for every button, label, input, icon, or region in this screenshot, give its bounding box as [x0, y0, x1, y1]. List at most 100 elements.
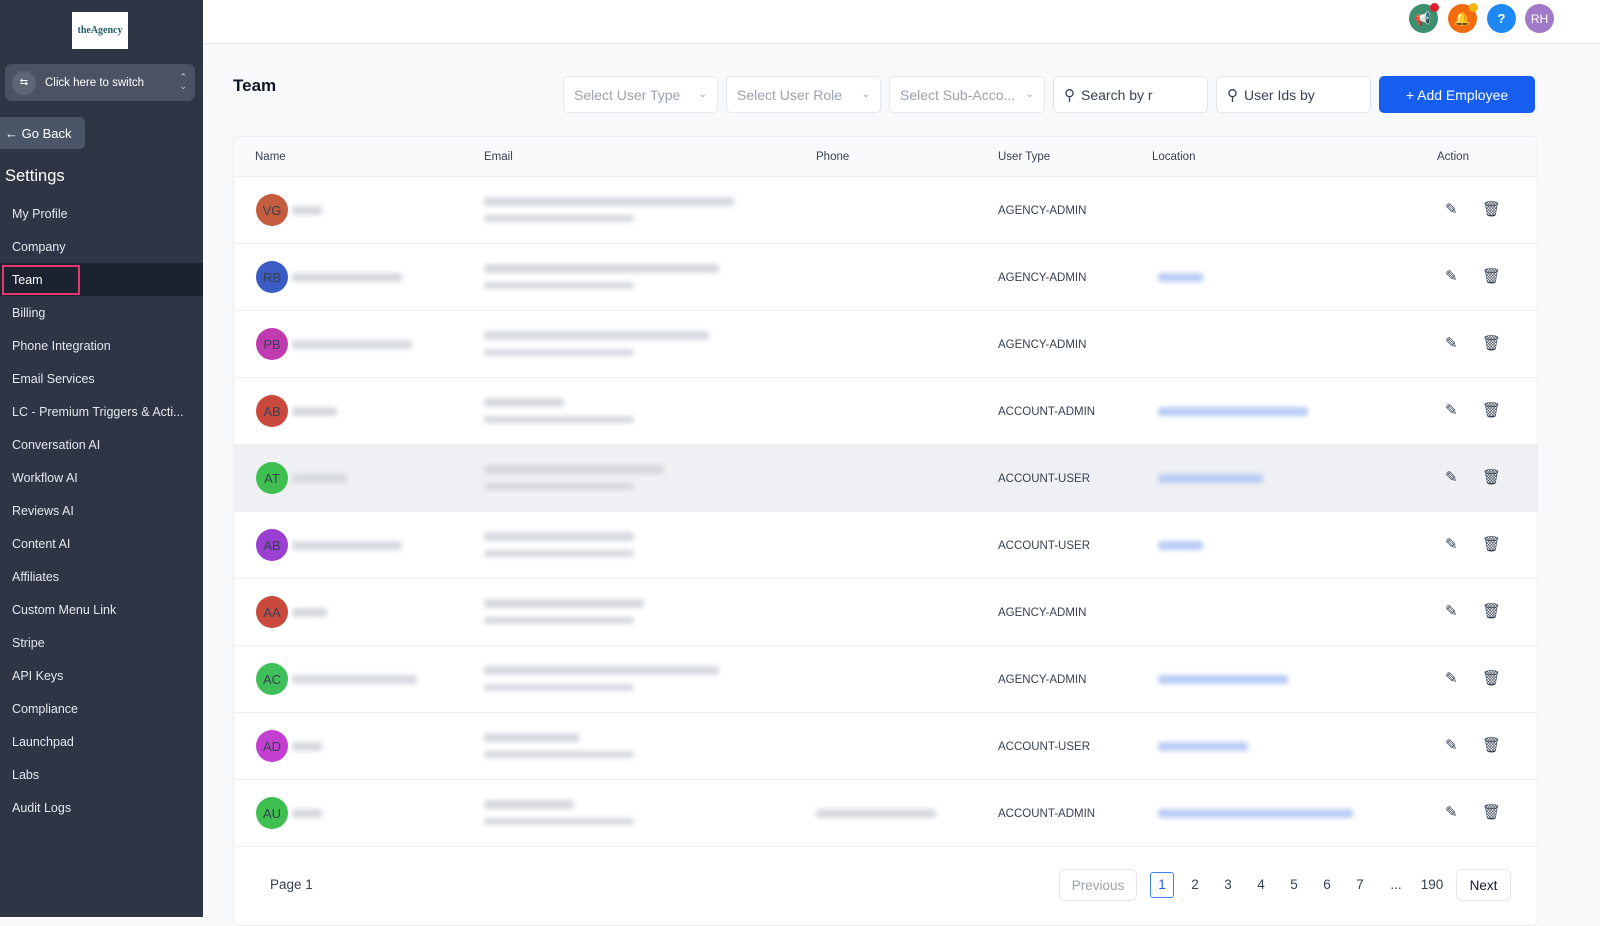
- team-table: Name Email Phone User Type Location Acti…: [233, 136, 1538, 926]
- sidebar-item-phone-integration[interactable]: Phone Integration: [0, 329, 203, 362]
- sidebar-item-stripe[interactable]: Stripe: [0, 626, 203, 659]
- sidebar-item-label: API Keys: [12, 668, 64, 683]
- previous-button[interactable]: Previous: [1059, 869, 1137, 901]
- page-2[interactable]: 2: [1191, 877, 1199, 892]
- sidebar-item-labs[interactable]: Labs: [0, 758, 203, 791]
- edit-icon[interactable]: ✎: [1445, 737, 1458, 754]
- trash-icon[interactable]: 🗑: [1482, 268, 1502, 285]
- trash-icon[interactable]: 🗑: [1482, 402, 1502, 419]
- search-input[interactable]: ⚲ Search by r: [1053, 76, 1208, 113]
- sidebar-item-launchpad[interactable]: Launchpad: [0, 725, 203, 758]
- sub-account-select[interactable]: Select Sub-Acco... ⌄: [889, 76, 1045, 113]
- search-icon: ⚲: [1227, 86, 1238, 104]
- table-row[interactable]: RB AGENCY-ADMIN ✎ 🗑: [234, 244, 1537, 311]
- trash-icon[interactable]: 🗑: [1482, 670, 1502, 687]
- edit-icon[interactable]: ✎: [1445, 201, 1458, 218]
- edit-icon[interactable]: ✎: [1445, 402, 1458, 419]
- go-back-button[interactable]: ← Go Back: [0, 117, 85, 149]
- sidebar-item-label: Email Services: [12, 371, 95, 386]
- sidebar-item-label: Labs: [12, 767, 40, 782]
- add-employee-button[interactable]: + Add Employee: [1379, 76, 1535, 113]
- edit-icon[interactable]: ✎: [1445, 536, 1458, 553]
- trash-icon[interactable]: 🗑: [1482, 335, 1502, 352]
- user-type: AGENCY-ADMIN: [998, 205, 1087, 217]
- page-190[interactable]: 190: [1420, 877, 1444, 892]
- redacted-name: [292, 608, 327, 617]
- redacted-user-id: [484, 818, 634, 825]
- megaphone-icon[interactable]: 📢: [1409, 3, 1439, 33]
- page-6[interactable]: 6: [1323, 877, 1331, 892]
- edit-icon[interactable]: ✎: [1445, 335, 1458, 352]
- chevron-updown-icon: ⌃ ⌄: [179, 72, 187, 91]
- user-type: ACCOUNT-USER: [998, 741, 1091, 753]
- redacted-name: [292, 273, 402, 282]
- next-button[interactable]: Next: [1456, 869, 1511, 901]
- trash-icon[interactable]: 🗑: [1482, 536, 1502, 553]
- redacted-email: [484, 264, 719, 273]
- table-row[interactable]: AC AGENCY-ADMIN ✎ 🗑: [234, 646, 1537, 713]
- column-name[interactable]: Name: [255, 151, 286, 163]
- table-row[interactable]: AD ACCOUNT-USER ✎ 🗑: [234, 713, 1537, 780]
- sidebar-item-content-ai[interactable]: Content AI: [0, 527, 203, 560]
- user-role-placeholder: Select User Role: [737, 86, 843, 103]
- sidebar-item-label: Team: [2, 264, 80, 295]
- sidebar-item-affiliates[interactable]: Affiliates: [0, 560, 203, 593]
- switcher-label: Click here to switch: [45, 76, 145, 89]
- user-type: AGENCY-ADMIN: [998, 674, 1087, 686]
- page-7[interactable]: 7: [1356, 877, 1364, 892]
- bell-icon[interactable]: 🔔: [1448, 3, 1478, 33]
- sidebar-item-team[interactable]: Team: [0, 263, 203, 296]
- trash-icon[interactable]: 🗑: [1482, 737, 1502, 754]
- edit-icon[interactable]: ✎: [1445, 670, 1458, 687]
- avatar: VG: [256, 194, 288, 226]
- column-phone[interactable]: Phone: [816, 151, 850, 163]
- edit-icon[interactable]: ✎: [1445, 804, 1458, 821]
- edit-icon[interactable]: ✎: [1445, 469, 1458, 486]
- table-header: Name Email Phone User Type Location Acti…: [234, 137, 1537, 177]
- user-ids-input[interactable]: ⚲ User Ids by: [1216, 76, 1371, 113]
- trash-icon[interactable]: 🗑: [1482, 603, 1502, 620]
- table-row[interactable]: AB ACCOUNT-ADMIN ✎ 🗑: [234, 378, 1537, 445]
- page-3[interactable]: 3: [1224, 877, 1232, 892]
- sidebar-item-api-keys[interactable]: API Keys: [0, 659, 203, 692]
- sidebar-item-reviews-ai[interactable]: Reviews AI: [0, 494, 203, 527]
- page-4[interactable]: 4: [1257, 877, 1265, 892]
- table-row[interactable]: PB AGENCY-ADMIN ✎ 🗑: [234, 311, 1537, 378]
- agency-logo: theAgency: [72, 12, 128, 49]
- table-row[interactable]: AB ACCOUNT-USER ✎ 🗑: [234, 512, 1537, 579]
- page-5[interactable]: 5: [1290, 877, 1298, 892]
- sidebar-item-label: LC - Premium Triggers & Acti...: [12, 404, 184, 419]
- trash-icon[interactable]: 🗑: [1482, 804, 1502, 821]
- trash-icon[interactable]: 🗑: [1482, 201, 1502, 218]
- notification-dot: [1469, 3, 1478, 12]
- sidebar-item-custom-menu-link[interactable]: Custom Menu Link: [0, 593, 203, 626]
- sidebar-item-my-profile[interactable]: My Profile: [0, 197, 203, 230]
- sidebar-item-audit-logs[interactable]: Audit Logs: [0, 791, 203, 824]
- page-1[interactable]: 1: [1150, 872, 1174, 898]
- sidebar-item-conversation-ai[interactable]: Conversation AI: [0, 428, 203, 461]
- settings-title: Settings: [5, 167, 65, 185]
- sidebar-item-compliance[interactable]: Compliance: [0, 692, 203, 725]
- user-avatar[interactable]: RH: [1525, 4, 1554, 33]
- account-switcher[interactable]: ⇆ Click here to switch ⌃ ⌄: [5, 64, 195, 101]
- edit-icon[interactable]: ✎: [1445, 603, 1458, 620]
- sidebar-item-company[interactable]: Company: [0, 230, 203, 263]
- edit-icon[interactable]: ✎: [1445, 268, 1458, 285]
- sidebar-item-email-services[interactable]: Email Services: [0, 362, 203, 395]
- user-role-select[interactable]: Select User Role ⌄: [726, 76, 881, 113]
- table-row[interactable]: VG AGENCY-ADMIN ✎ 🗑: [234, 177, 1537, 244]
- sidebar-item-workflow-ai[interactable]: Workflow AI: [0, 461, 203, 494]
- help-icon[interactable]: ?: [1487, 4, 1516, 33]
- table-row[interactable]: AU ACCOUNT-ADMIN ✎ 🗑: [234, 780, 1537, 847]
- column-email[interactable]: Email: [484, 151, 513, 163]
- user-type-select[interactable]: Select User Type ⌄: [563, 76, 718, 113]
- trash-icon[interactable]: 🗑: [1482, 469, 1502, 486]
- column-location[interactable]: Location: [1152, 151, 1196, 163]
- table-row[interactable]: AT ACCOUNT-USER ✎ 🗑: [234, 445, 1537, 512]
- go-back-label: Go Back: [21, 125, 72, 141]
- user-type-placeholder: Select User Type: [574, 86, 681, 103]
- sidebar-item-lc-premium-triggers-acti[interactable]: LC - Premium Triggers & Acti...: [0, 395, 203, 428]
- table-row[interactable]: AA AGENCY-ADMIN ✎ 🗑: [234, 579, 1537, 646]
- column-user-type[interactable]: User Type: [998, 151, 1051, 163]
- sidebar-item-billing[interactable]: Billing: [0, 296, 203, 329]
